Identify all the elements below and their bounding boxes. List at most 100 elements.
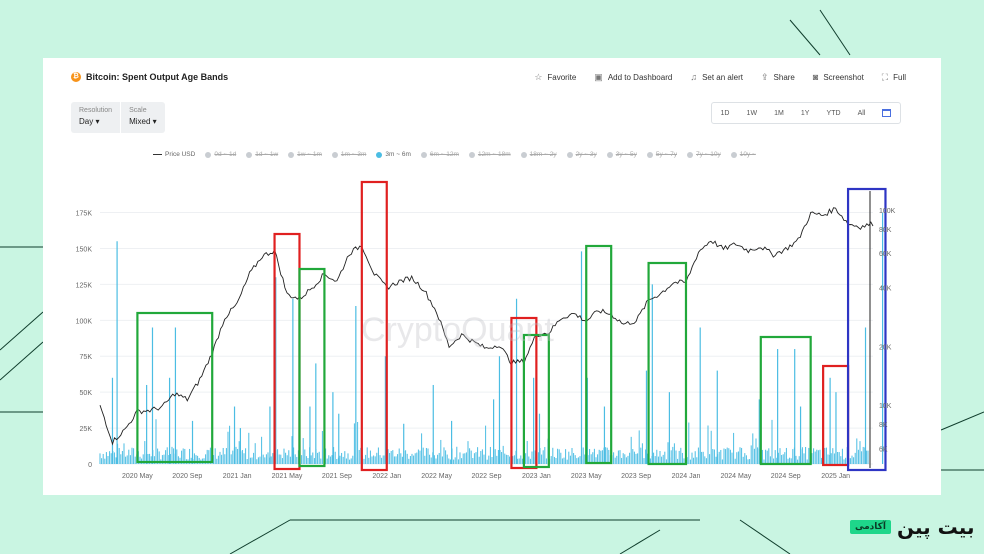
legend-item[interactable]: 3y ~ 5y — [606, 151, 637, 158]
y-right-tick-label: 8K — [879, 422, 888, 429]
brand-badge: آکادمی — [850, 520, 891, 534]
x-tick-label: 2022 Sep — [472, 473, 502, 480]
x-tick-label: 2023 May — [571, 473, 602, 480]
time-range-selector: 1D 1W 1M 1Y YTD All — [711, 102, 901, 124]
range-all-button[interactable]: All — [857, 109, 866, 117]
y-right-tick-label: 80K — [879, 227, 892, 234]
bitcoin-icon: ₿ — [71, 72, 81, 82]
y-right-tick-label: 100K — [879, 208, 896, 215]
dashboard-icon: ▣ — [594, 71, 603, 82]
range-1y-button[interactable]: 1Y — [800, 109, 810, 117]
y-left-tick-label: 175K — [76, 211, 93, 218]
branding: آکادمی بیت پین — [850, 515, 974, 539]
chevron-down-icon: ▾ — [95, 117, 100, 126]
set-alert-button[interactable]: ♫ Set an alert — [690, 72, 743, 82]
legend-item[interactable]: 2y ~ 3y — [566, 151, 597, 158]
annotation-box — [846, 187, 887, 472]
x-tick-label: 2020 May — [122, 473, 153, 480]
x-tick-label: 2020 Sep — [172, 473, 202, 480]
x-tick-label: 2024 Sep — [771, 473, 801, 480]
annotation-box — [647, 261, 688, 466]
y-right-tick-label: 20K — [879, 344, 892, 351]
range-1w-button[interactable]: 1W — [746, 109, 758, 117]
share-button[interactable]: ⇪ Share — [760, 71, 795, 82]
y-right-tick-label: 40K — [879, 286, 892, 293]
x-tick-label: 2024 May — [720, 473, 751, 480]
x-tick-label: 2024 Jan — [672, 473, 701, 480]
chart-legend: Price USD 0d ~ 1d 1d ~ 1w 1w ~ 1m 1m ~ 3m 3m … — [153, 151, 756, 158]
legend-item[interactable]: Price USD — [153, 151, 195, 158]
range-ytd-button[interactable]: YTD — [826, 109, 841, 117]
x-tick-label: 2022 Jan — [372, 473, 401, 480]
resolution-select[interactable]: Resolution Day ▾ — [79, 107, 113, 126]
annotation-box — [522, 333, 550, 469]
screenshot-button[interactable]: ◙ Screenshot — [812, 72, 864, 82]
calendar-icon[interactable] — [882, 109, 892, 117]
annotation-box — [298, 267, 326, 468]
chart-header: ₿ Bitcoin: Spent Output Age Bands ☆ Favor… — [43, 58, 941, 96]
legend-dot — [246, 151, 253, 158]
y-left-tick-label: 50K — [80, 390, 93, 397]
y-left-tick-label: 125K — [76, 282, 93, 289]
star-icon: ☆ — [534, 71, 543, 82]
share-icon: ⇪ — [760, 71, 769, 82]
x-tick-label: 2025 Jan — [821, 473, 850, 480]
price-line — [99, 207, 874, 446]
title-group: ₿ Bitcoin: Spent Output Age Bands — [71, 72, 228, 82]
y-left-tick-label: 150K — [76, 246, 93, 253]
legend-item[interactable]: 10y ~ — [730, 151, 756, 158]
line-swatch — [153, 154, 162, 155]
legend-dot — [687, 151, 693, 158]
camera-icon: ◙ — [812, 72, 819, 82]
watermark: CryptoQuant — [361, 311, 554, 349]
y-left-tick-label: 0 — [88, 462, 92, 469]
legend-item[interactable]: 18m ~ 2y — [520, 151, 557, 158]
legend-dot — [205, 151, 212, 158]
legend-dot — [420, 151, 427, 158]
annotation-box — [759, 335, 812, 466]
legend-item[interactable]: 7y ~ 10y — [687, 151, 721, 158]
legend-dot — [376, 151, 383, 158]
range-1m-button[interactable]: 1M — [774, 109, 784, 117]
range-1d-button[interactable]: 1D — [720, 109, 730, 117]
chart-plot: 0 25K 50K 75K 100K 125K 150K 175K 100K 80K 60K 40K… — [76, 180, 896, 480]
y-left-tick-label: 25K — [80, 426, 93, 433]
x-tick-label: 2023 Sep — [621, 473, 651, 480]
annotation-box — [273, 232, 301, 471]
y-right-tick-label: 60K — [879, 251, 892, 258]
legend-item[interactable]: 3m ~ 6m — [376, 151, 411, 158]
bell-icon: ♫ — [690, 72, 698, 82]
legend-dot — [606, 151, 613, 158]
page-title: Bitcoin: Spent Output Age Bands — [86, 72, 229, 82]
y-right-tick-label: 10K — [879, 403, 892, 410]
legend-dot — [730, 151, 737, 158]
add-to-dashboard-button[interactable]: ▣ Add to Dashboard — [594, 71, 673, 82]
y-left-tick-label: 75K — [80, 354, 93, 361]
legend-dot — [646, 151, 653, 158]
legend-item[interactable]: 1w ~ 1m — [288, 151, 322, 158]
annotation-box — [360, 180, 388, 472]
y-right-tick-label: 6K — [879, 447, 888, 454]
header-actions: ☆ Favorite ▣ Add to Dashboard ♫ Set an aler… — [534, 58, 906, 96]
legend-item[interactable]: 0d ~ 1d — [205, 151, 236, 158]
scale-select[interactable]: Scale Mixed ▾ — [120, 102, 165, 133]
fullscreen-button[interactable]: ⛶ Full — [881, 71, 906, 82]
legend-item[interactable]: 5y ~ 7y — [646, 151, 677, 158]
legend-item[interactable]: 6m ~ 12m — [420, 151, 459, 158]
legend-dot — [331, 151, 338, 158]
fullscreen-icon: ⛶ — [881, 71, 889, 82]
favorite-button[interactable]: ☆ Favorite — [534, 71, 577, 82]
legend-dot — [288, 151, 295, 158]
x-tick-label: 2022 May — [421, 473, 452, 480]
x-tick-label: 2023 Jan — [522, 473, 551, 480]
chart-selectors: Resolution Day ▾ Scale Mixed ▾ — [71, 102, 165, 133]
legend-item[interactable]: 1m ~ 3m — [331, 151, 366, 158]
legend-dot — [468, 151, 475, 158]
legend-item[interactable]: 1d ~ 1w — [246, 151, 278, 158]
x-tick-label: 2021 Sep — [322, 473, 352, 480]
chart-card: ₿ Bitcoin: Spent Output Age Bands ☆ Favor… — [43, 58, 941, 495]
legend-item[interactable]: 12m ~ 18m — [468, 151, 511, 158]
brand-logo: بیت پین — [897, 515, 975, 539]
legend-dot — [520, 151, 527, 158]
